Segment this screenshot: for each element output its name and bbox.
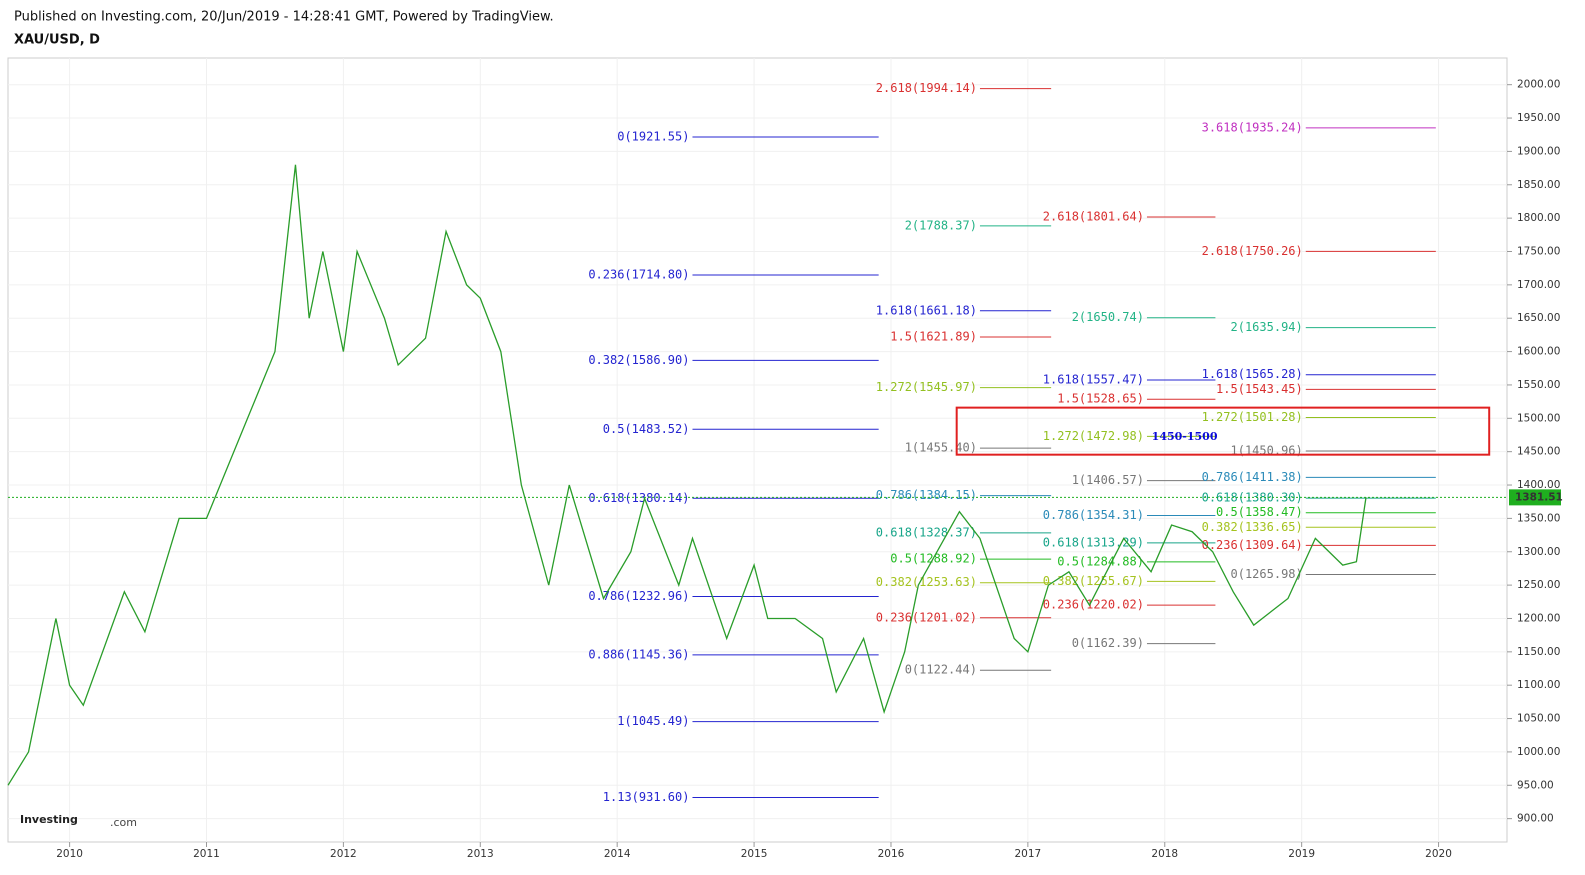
- x-tick-label: 2014: [604, 848, 631, 860]
- y-tick-label: 1900.00: [1517, 145, 1560, 157]
- y-tick-label: 900.00: [1517, 813, 1554, 825]
- fib-label: 1.618(1661.18): [876, 303, 977, 317]
- fib-label: 2.618(1750.26): [1202, 244, 1303, 258]
- fib-label: 0.786(1411.38): [1202, 470, 1303, 484]
- fib-label: 0.5(1358.47): [1216, 505, 1303, 519]
- y-tick-label: 1200.00: [1517, 612, 1560, 624]
- logo-brand: Investing: [20, 813, 78, 826]
- y-tick-label: 1800.00: [1517, 212, 1560, 224]
- y-tick-label: 1750.00: [1517, 245, 1560, 257]
- x-tick-label: 2018: [1151, 848, 1178, 860]
- target-zone: [955, 406, 1491, 456]
- annotation-text: 1450-1500: [1152, 430, 1218, 443]
- x-tick-label: 2012: [330, 848, 357, 860]
- fib-label: 0.382(1336.65): [1202, 520, 1303, 534]
- x-tick-label: 2020: [1425, 848, 1452, 860]
- fib-label: 1.5(1621.89): [890, 329, 977, 343]
- x-tick-label: 2013: [467, 848, 494, 860]
- chart-subtitle: Published on Investing.com, 20/Jun/2019 …: [14, 10, 554, 25]
- fib-label: 1(1045.49): [617, 714, 689, 728]
- fib-label: 1.272(1545.97): [876, 380, 977, 394]
- fib-label: 1.13(931.60): [603, 790, 690, 804]
- fib-label: 0.236(1201.02): [876, 610, 977, 624]
- y-tick-label: 1700.00: [1517, 279, 1560, 291]
- y-tick-label: 1550.00: [1517, 379, 1560, 391]
- fib-label: 0(1921.55): [617, 130, 689, 144]
- fib-label: 0.5(1284.88): [1057, 554, 1144, 568]
- y-tick-label: 1850.00: [1517, 179, 1560, 191]
- fib-label: 0.382(1255.67): [1043, 574, 1144, 588]
- y-tick-label: 1350.00: [1517, 512, 1560, 524]
- x-tick-label: 2017: [1015, 848, 1042, 860]
- y-tick-label: 1100.00: [1517, 679, 1560, 691]
- fib-label: 0(1162.39): [1072, 636, 1144, 650]
- y-tick-label: 1500.00: [1517, 412, 1560, 424]
- x-tick-label: 2010: [56, 848, 83, 860]
- fib-label: 1.272(1501.28): [1202, 410, 1303, 424]
- logo-suffix: .com: [110, 816, 137, 829]
- y-tick-label: 1300.00: [1517, 546, 1560, 558]
- y-tick-label: 1000.00: [1517, 746, 1560, 758]
- y-tick-label: 1450.00: [1517, 446, 1560, 458]
- fib-label: 0.618(1380.14): [588, 491, 689, 505]
- fib-label: 1.5(1528.65): [1057, 392, 1144, 406]
- fib-label: 0.5(1483.52): [603, 422, 690, 436]
- fib-label: 2.618(1801.64): [1043, 210, 1144, 224]
- fib-label: 0.236(1309.64): [1202, 538, 1303, 552]
- last-price-label: 1381.51: [1515, 491, 1563, 503]
- y-tick-label: 1150.00: [1517, 646, 1560, 658]
- fib-label: 1.5(1543.45): [1216, 382, 1303, 396]
- fib-label: 0.786(1384.15): [876, 488, 977, 502]
- fib-label: 0.236(1220.02): [1043, 598, 1144, 612]
- fib-label: 2(1635.94): [1231, 320, 1303, 334]
- fib-label: 0.382(1586.90): [588, 353, 689, 367]
- fib-label: 0.236(1714.80): [588, 267, 689, 281]
- fib-label: 2.618(1994.14): [876, 81, 977, 95]
- y-tick-label: 1400.00: [1517, 479, 1560, 491]
- y-tick-label: 1950.00: [1517, 112, 1560, 124]
- fib-label: 1.618(1565.28): [1202, 367, 1303, 381]
- fib-label: 1(1455.40): [905, 441, 977, 455]
- fib-label: 2(1788.37): [905, 218, 977, 232]
- fib-label: 0.618(1328.37): [876, 525, 977, 539]
- fib-label: 1.272(1472.98): [1043, 429, 1144, 443]
- x-tick-label: 2019: [1288, 848, 1315, 860]
- fib-label: 0(1265.98): [1231, 567, 1303, 581]
- plot-frame: [7, 57, 1508, 843]
- y-tick-label: 1050.00: [1517, 713, 1560, 725]
- fib-label: 0.786(1232.96): [588, 589, 689, 603]
- fib-label: 3.618(1935.24): [1202, 120, 1303, 134]
- fib-label: 0.618(1313.29): [1043, 535, 1144, 549]
- fib-label: 0.886(1145.36): [588, 647, 689, 661]
- y-tick-label: 1250.00: [1517, 579, 1560, 591]
- last-price-box: [1509, 489, 1561, 506]
- y-tick-label: 950.00: [1517, 779, 1554, 791]
- y-tick-label: 1600.00: [1517, 346, 1560, 358]
- chart-title: XAU/USD, D: [14, 33, 100, 48]
- y-tick-label: 1650.00: [1517, 312, 1560, 324]
- fib-label: 1.618(1557.47): [1043, 372, 1144, 386]
- price-line: [7, 164, 1367, 786]
- fib-label: 0.382(1253.63): [876, 575, 977, 589]
- fib-label: 0(1122.44): [905, 663, 977, 677]
- fib-label: 0.786(1354.31): [1043, 508, 1144, 522]
- fib-label: 2(1650.74): [1072, 310, 1144, 324]
- fib-label: 1(1406.57): [1072, 473, 1144, 487]
- x-tick-label: 2011: [193, 848, 220, 860]
- y-tick-label: 2000.00: [1517, 79, 1560, 91]
- x-tick-label: 2016: [878, 848, 905, 860]
- x-tick-label: 2015: [741, 848, 768, 860]
